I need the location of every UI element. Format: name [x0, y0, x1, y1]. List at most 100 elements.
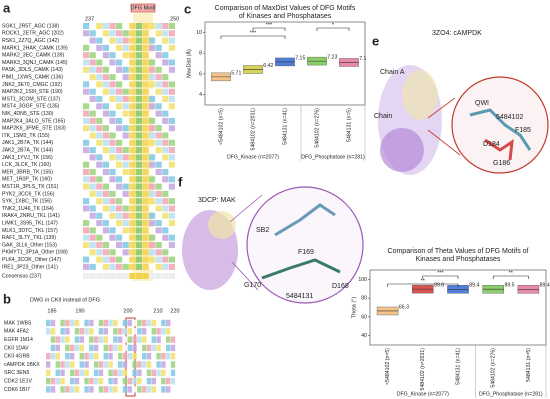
- residue-block: [142, 242, 149, 248]
- residue-block: [109, 176, 116, 183]
- residue-block: [83, 161, 90, 168]
- protein-structure: [380, 128, 424, 172]
- position: 185: [47, 308, 56, 314]
- residue-block: [161, 319, 166, 327]
- residue-block: [142, 96, 149, 102]
- residue-block: [146, 344, 152, 352]
- residue-block: [122, 110, 129, 117]
- residue-block: [155, 154, 162, 161]
- residue-block: [74, 386, 80, 393]
- residue-block: [70, 336, 75, 343]
- residue-block: [168, 263, 175, 270]
- y-tick-label: 10: [196, 30, 202, 36]
- residue-block: [116, 176, 123, 183]
- residue-block: [103, 369, 108, 376]
- residue-block: [151, 328, 156, 335]
- residue-block: [109, 147, 116, 154]
- residue-block: [84, 344, 89, 352]
- ligand: [274, 203, 336, 237]
- residue-block: [135, 205, 142, 212]
- residue-block: [109, 198, 116, 205]
- residue-block: [109, 234, 116, 241]
- residue-block: [113, 328, 118, 335]
- residue-block: [118, 319, 123, 327]
- plot-frame: [369, 269, 547, 346]
- residue-block: [84, 369, 89, 376]
- residue-block: [109, 249, 116, 256]
- residue-block: [116, 74, 123, 81]
- residue-block: [102, 110, 109, 117]
- value-label: 7.1: [359, 56, 366, 62]
- residue-block: [96, 227, 103, 234]
- residue-block: [129, 30, 136, 37]
- residue-block: [129, 96, 136, 102]
- residue-block: [89, 30, 96, 37]
- sequence-name: MAP2K6_3FME_STE (163): [2, 126, 66, 132]
- residue-block: [135, 74, 142, 81]
- residue-block: [96, 103, 103, 110]
- residue-block: [122, 220, 129, 227]
- residue-block: [149, 74, 156, 81]
- residue-block: [83, 30, 90, 37]
- residue-block: [135, 234, 142, 241]
- residue-block: [142, 30, 149, 37]
- residue-block: [96, 110, 103, 117]
- residue-block: [98, 353, 104, 360]
- residue-block: [135, 52, 142, 59]
- residue-block: [94, 361, 99, 368]
- residue-block: [168, 117, 175, 124]
- residue-block: [129, 132, 136, 139]
- position: 220: [170, 308, 179, 314]
- residue-block: [83, 88, 90, 95]
- residue-block: [102, 139, 109, 146]
- residue-block: [116, 154, 123, 161]
- plot-frame: [204, 21, 366, 106]
- y-tick-label: 60: [361, 314, 367, 320]
- residue-block: [102, 44, 109, 51]
- residue-block: [149, 52, 156, 59]
- residue-block: [60, 361, 65, 368]
- residue-block: [109, 103, 116, 110]
- residue-block: [142, 117, 149, 124]
- residue-block: [122, 103, 129, 110]
- residue-block: [89, 37, 96, 44]
- sequence-name: PASK_3DLS_CAMK (143): [2, 67, 63, 73]
- residue-block: [135, 125, 142, 132]
- residue-block: [109, 205, 116, 212]
- residue-block: [155, 23, 162, 29]
- significance-label: *: [332, 22, 335, 28]
- residue-block: [98, 336, 104, 343]
- residue-block: [116, 44, 123, 51]
- residue-block: [142, 44, 149, 51]
- residue-block: [109, 256, 116, 263]
- residue-block: [96, 117, 103, 124]
- residue-block: [113, 377, 118, 385]
- residue-block: [162, 23, 169, 29]
- residue-block: [135, 176, 142, 183]
- residue-block: [109, 74, 116, 81]
- residue-block: [89, 74, 96, 81]
- value-label: 6.42: [263, 63, 273, 69]
- residue-block: [109, 132, 116, 139]
- sequence-name: SGK1_2R5T_AGC (138): [2, 23, 59, 29]
- residue-block: [170, 353, 176, 360]
- residue-block: [149, 30, 156, 37]
- residue-block: [83, 227, 90, 234]
- residue-block: [83, 74, 90, 81]
- residue-block: [156, 377, 161, 385]
- residue-block: [155, 110, 162, 117]
- residue-block: [96, 96, 103, 102]
- residue-block: [89, 263, 96, 270]
- residue-block: [135, 96, 142, 102]
- residue-block: [168, 74, 175, 81]
- residue-block: [170, 328, 176, 335]
- residue-block: [142, 23, 149, 29]
- residue-block: [96, 139, 103, 146]
- residue-block: [142, 263, 149, 270]
- residue-block: [46, 361, 51, 368]
- residue-block: [116, 37, 123, 44]
- x-tick-label: 5484131 (n=41): [455, 348, 461, 385]
- residue-block: [149, 59, 156, 66]
- residue-block: [168, 103, 175, 110]
- residue-block: [151, 353, 156, 360]
